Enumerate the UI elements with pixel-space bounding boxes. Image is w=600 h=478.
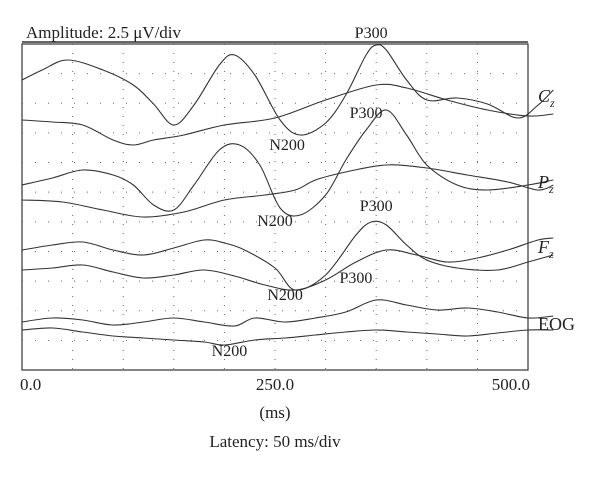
channel-label-eog: EOG (538, 314, 575, 334)
channel-subscript: z (549, 96, 555, 110)
latency-label: Latency: 50 ms/div (209, 432, 341, 451)
channel-name: C (538, 86, 551, 106)
traces (21, 44, 554, 346)
trace-eog-2 (21, 327, 554, 346)
peak-label-p300-cz: P300 (355, 25, 388, 42)
peak-label-n200-cz: N200 (269, 137, 305, 154)
channel-name: P (537, 172, 549, 192)
peak-label-p300-pz: P300 (350, 105, 383, 122)
channel-label-cz: Cz (538, 86, 555, 110)
trace-pz-2 (21, 164, 554, 218)
channel-label-fz: Fz (537, 237, 554, 261)
peak-label-p300-eog: P300 (340, 270, 373, 287)
channel-subscript: z (548, 182, 554, 196)
channel-name: F (537, 237, 550, 257)
x-tick-label-1: 0.0 (20, 375, 41, 394)
trace-fz-1 (21, 220, 554, 291)
x-tick-label-2: 250.0 (256, 375, 294, 394)
x-tick-label-3: 500.0 (492, 375, 530, 394)
trace-eog-1 (21, 299, 554, 327)
trace-fz-2 (21, 237, 554, 291)
trace-cz-1 (21, 44, 554, 136)
peak-label-n200-pz: N200 (257, 213, 293, 230)
trace-cz-2 (21, 83, 554, 146)
channel-name: EOG (538, 314, 575, 334)
peak-labels: N200 P300 N200 P300 N200 P300 N200 P300 (212, 25, 393, 360)
peak-label-n200-eog: N200 (212, 343, 248, 360)
channel-label-pz: Pz (537, 172, 554, 196)
trace-pz-1 (21, 109, 554, 217)
peak-label-p300-fz: P300 (360, 198, 393, 215)
x-axis-label: (ms) (259, 403, 290, 422)
channel-subscript: z (548, 247, 554, 261)
amplitude-label: Amplitude: 2.5 μV/div (26, 23, 182, 42)
peak-label-n200-fz: N200 (267, 287, 303, 304)
grid-dots (22, 44, 528, 370)
x-tick-labels: 0.0 250.0 500.0 (20, 375, 530, 394)
